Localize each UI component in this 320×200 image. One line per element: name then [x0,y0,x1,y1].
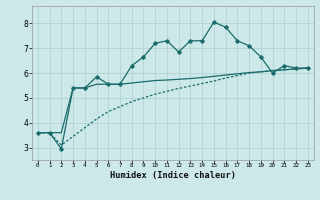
X-axis label: Humidex (Indice chaleur): Humidex (Indice chaleur) [110,171,236,180]
